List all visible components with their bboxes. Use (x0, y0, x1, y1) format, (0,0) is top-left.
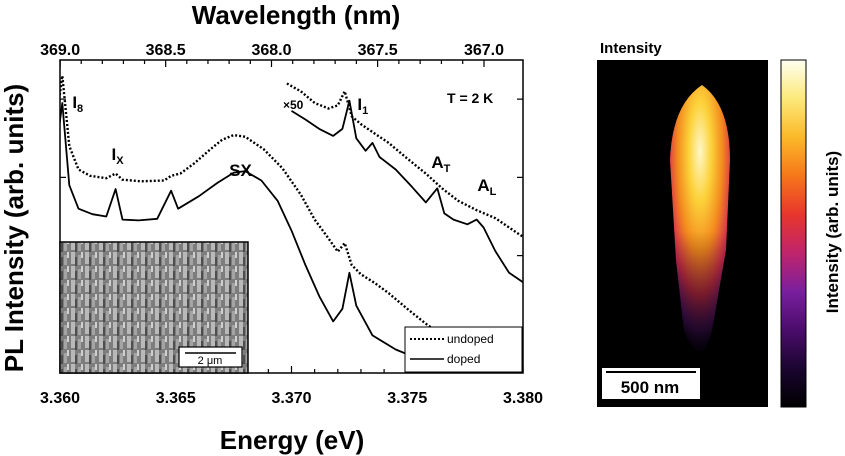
pl-map-title: Intensity (600, 40, 662, 57)
colorbar (780, 59, 807, 408)
peak-label: AT (431, 153, 450, 175)
spectrum-panel: Wavelength (nm) 369.0 368.5 368.0 367.5 367.… (0, 0, 543, 455)
x-tick-label: 3.375 (387, 390, 427, 407)
legend: undoped doped (404, 326, 523, 373)
colorbar-label: Intensity (arb. units) (823, 151, 842, 313)
x2-tick-label: 368.0 (251, 42, 291, 59)
sem-inset: 2 μm (59, 241, 249, 374)
undoped-spectrum-line (286, 82, 523, 238)
x-tick-label: 3.365 (156, 390, 196, 407)
pl-map-scale-bar-box (602, 368, 700, 399)
pl-map-panel: Intensity 500 nm Intensity (arb. units) (597, 40, 842, 408)
x2-axis-title: Wavelength (nm) (192, 0, 400, 30)
legend-box (404, 326, 523, 373)
peak-label: IX (112, 145, 125, 167)
legend-doped-label: doped (447, 352, 480, 366)
sem-scale-bar-box (178, 346, 243, 368)
x2-tick-labels: 369.0 368.5 368.0 367.5 367.0 (40, 42, 504, 59)
x-tick-label: 3.360 (40, 390, 80, 407)
peak-label: AL (477, 176, 496, 198)
peak-label: SX (229, 161, 252, 180)
legend-undoped-label: undoped (447, 332, 494, 346)
sem-scale-bar-label: 2 μm (198, 355, 223, 367)
undoped-spectrum-line (60, 74, 523, 364)
x2-tick-label: 369.0 (40, 42, 80, 59)
temperature-label: T = 2 K (447, 90, 493, 106)
x-tick-label: 3.380 (503, 390, 543, 407)
doped-spectrum-line (291, 99, 523, 283)
x2-tick-label: 368.5 (146, 42, 186, 59)
nanorod-emission-fade (670, 85, 730, 351)
x-axis-title: Energy (eV) (220, 425, 365, 455)
x-tick-label: 3.370 (271, 390, 311, 407)
y-axis-title: PL Intensity (arb. units) (0, 84, 29, 372)
peak-label: I1 (357, 95, 368, 117)
x2-tick-label: 367.0 (464, 42, 504, 59)
pl-map-scale-bar-label: 500 nm (621, 378, 680, 397)
scale-factor-label: ×50 (283, 98, 304, 112)
peak-label: I8 (72, 93, 83, 115)
x-tick-labels: 3.360 3.365 3.370 3.375 3.380 (40, 390, 543, 407)
x2-tick-label: 367.5 (358, 42, 398, 59)
peak-labels: I8 IX SX I1 AT AL (72, 93, 496, 198)
